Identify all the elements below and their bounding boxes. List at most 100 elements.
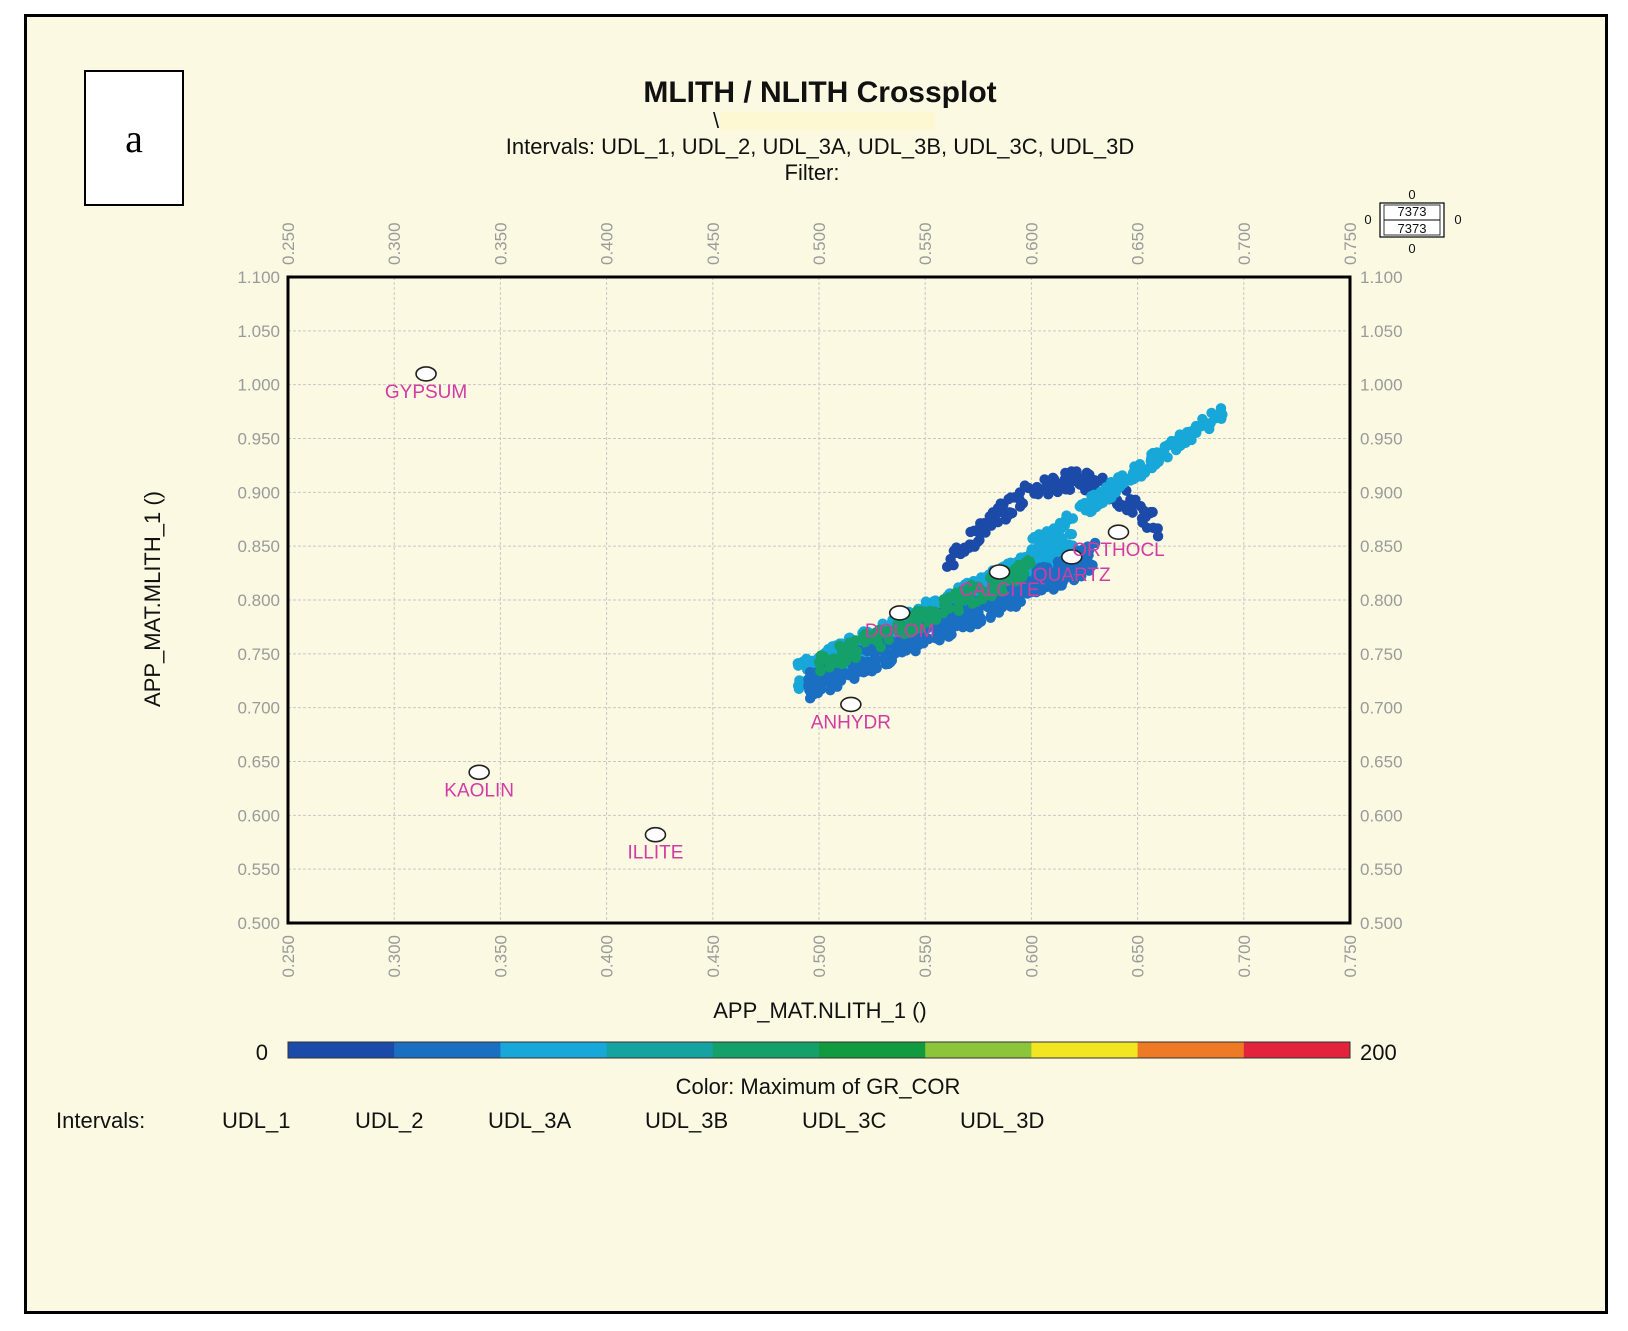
- y-tick-right: 1.050: [1360, 322, 1403, 341]
- color-scale-segment: [500, 1042, 608, 1058]
- x-tick-bottom: 0.300: [385, 935, 404, 978]
- x-tick-top: 0.400: [598, 222, 617, 265]
- panel-label: a: [84, 70, 184, 206]
- data-point: [977, 593, 988, 605]
- x-tick-bottom: 0.400: [598, 935, 617, 978]
- count-upper: 7373: [1398, 204, 1427, 219]
- mineral-markers: GYPSUM KAOLIN ILLITE ANHYDR DOLOM CALCITEQUAR…: [385, 366, 1165, 864]
- data-point: [912, 640, 924, 651]
- mineral-marker: [644, 826, 667, 843]
- data-point: [1029, 488, 1040, 499]
- mineral-label: ANHYDR: [811, 712, 891, 733]
- x-tick-bottom: 0.250: [279, 935, 298, 978]
- y-tick-right: 1.100: [1360, 268, 1403, 287]
- data-point: [956, 585, 968, 596]
- data-point: [993, 607, 1005, 618]
- data-point: [1082, 560, 1093, 571]
- data-point: [1135, 461, 1146, 472]
- data-point: [948, 545, 960, 557]
- data-point: [891, 623, 903, 635]
- color-scale-segment: [712, 1042, 820, 1058]
- data-point: [1205, 417, 1216, 429]
- y-tick-right: 0.800: [1360, 591, 1403, 610]
- data-point: [858, 630, 869, 641]
- data-point: [923, 617, 935, 628]
- data-point: [1127, 507, 1138, 518]
- color-scale-label: Color: Maximum of GR_COR: [676, 1074, 961, 1099]
- mineral-label: CALCITE: [959, 580, 1039, 601]
- data-point: [847, 645, 858, 657]
- data-point: [1037, 554, 1048, 565]
- data-point: [1153, 456, 1164, 467]
- interval-legend-item: UDL_3C: [802, 1108, 886, 1133]
- color-scale-segment: [1137, 1042, 1245, 1058]
- subtitle-mark: \: [713, 108, 720, 133]
- data-point: [1083, 544, 1095, 556]
- mineral-label: KAOLIN: [444, 780, 514, 801]
- y-tick-left: 0.850: [237, 537, 280, 556]
- y-tick-left: 0.650: [237, 753, 280, 772]
- data-point: [1010, 576, 1022, 587]
- x-tick-bottom: 0.750: [1341, 935, 1360, 978]
- data-point: [828, 656, 840, 667]
- data-point: [1075, 473, 1086, 484]
- y-tick-right: 0.850: [1360, 537, 1403, 556]
- data-point: [1206, 407, 1217, 419]
- x-tick-top: 0.350: [491, 222, 510, 265]
- data-point: [1051, 543, 1063, 554]
- data-point: [991, 577, 1002, 589]
- data-point: [1014, 487, 1026, 498]
- data-point: [1050, 530, 1062, 541]
- color-scale-min: 0: [256, 1040, 268, 1065]
- mineral-marker: [1107, 524, 1130, 540]
- data-point: [1058, 566, 1069, 577]
- data-point: [995, 498, 1006, 509]
- data-point: [1014, 567, 1025, 578]
- y-tick-right: 0.750: [1360, 645, 1403, 664]
- data-point: [834, 640, 845, 652]
- data-point: [1047, 479, 1058, 491]
- data-point: [1136, 469, 1147, 480]
- data-point: [816, 655, 827, 666]
- x-axis-label: APP_MAT.NLITH_1 (): [713, 998, 927, 1023]
- y-axis-label: APP_MAT.MLITH_1 (): [140, 491, 165, 707]
- y-tick-right: 0.600: [1360, 806, 1403, 825]
- data-point: [930, 633, 942, 644]
- data-point: [1013, 559, 1025, 571]
- color-scale-segment: [1031, 1042, 1139, 1058]
- data-point: [794, 677, 805, 688]
- y-tick-left: 0.900: [237, 483, 280, 502]
- data-point: [836, 652, 848, 664]
- data-point: [967, 598, 978, 609]
- mineral-marker: [1060, 549, 1083, 565]
- data-point: [1052, 556, 1064, 567]
- mineral-marker: [888, 605, 911, 621]
- interval-legend-item: UDL_3A: [488, 1108, 571, 1133]
- data-point: [1127, 467, 1139, 479]
- data-point: [1056, 580, 1067, 591]
- color-scale-outline: [287, 1041, 1351, 1059]
- data-point: [939, 599, 950, 610]
- x-tick-top: 0.450: [704, 222, 723, 265]
- y-tick-left: 0.950: [237, 430, 280, 449]
- y-tick-right: 0.550: [1360, 860, 1403, 879]
- data-point: [939, 625, 950, 636]
- mineral-marker: [415, 366, 437, 382]
- interval-legend-item: UDL_3D: [960, 1108, 1044, 1133]
- interval-legend-label: Intervals:: [56, 1108, 145, 1133]
- data-point: [920, 596, 932, 607]
- data-point: [815, 665, 826, 676]
- color-scale-segment: [606, 1042, 714, 1058]
- y-tick-right: 0.950: [1360, 430, 1403, 449]
- data-point: [948, 559, 959, 571]
- data-point: [1121, 475, 1132, 486]
- data-point: [965, 526, 976, 538]
- x-tick-top: 0.300: [385, 222, 404, 265]
- x-tick-top: 0.650: [1129, 222, 1148, 265]
- chart-title: MLITH / NLITH Crossplot: [643, 76, 996, 109]
- data-point: [972, 536, 984, 547]
- y-tick-left: 0.700: [237, 699, 280, 718]
- chart-subtitle: Intervals: UDL_1, UDL_2, UDL_3A, UDL_3B,…: [506, 134, 1135, 159]
- data-point: [1023, 554, 1035, 566]
- data-point: [1061, 484, 1072, 495]
